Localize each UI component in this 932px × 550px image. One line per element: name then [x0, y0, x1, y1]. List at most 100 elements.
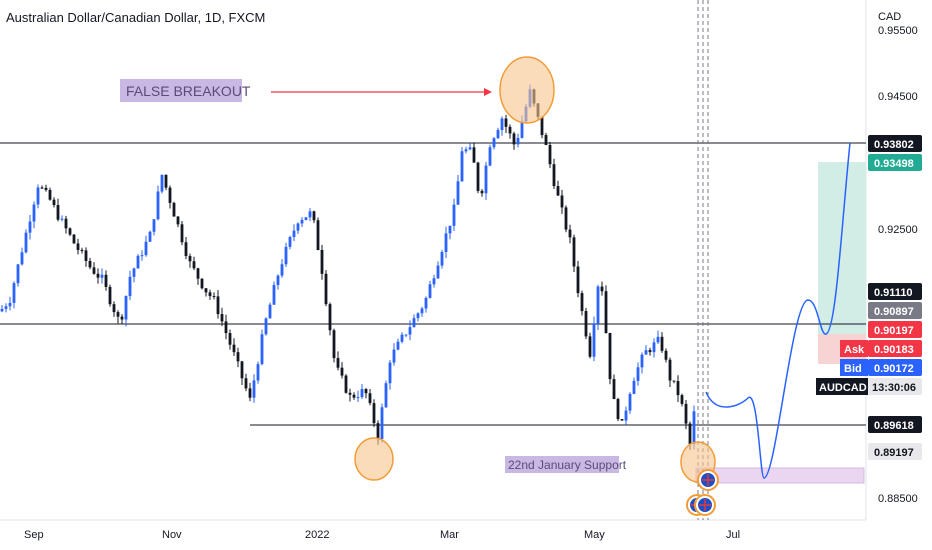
- candle-body-57[interactable]: [228, 333, 232, 345]
- candle-body-103[interactable]: [412, 318, 416, 328]
- candle-body-19[interactable]: [76, 243, 80, 250]
- candle-body-68[interactable]: [272, 285, 276, 305]
- candle-body-50[interactable]: [200, 278, 204, 289]
- candle-body-92[interactable]: [368, 393, 372, 404]
- candle-body-28[interactable]: [112, 304, 116, 313]
- candle-body-29[interactable]: [116, 312, 120, 317]
- candle-body-135[interactable]: [540, 116, 544, 136]
- candle-body-166[interactable]: [664, 350, 668, 360]
- candle-body-3[interactable]: [12, 283, 16, 303]
- candle-body-150[interactable]: [600, 286, 604, 292]
- candle-body-110[interactable]: [440, 251, 444, 266]
- candle-body-8[interactable]: [32, 204, 36, 222]
- candle-body-123[interactable]: [492, 138, 496, 148]
- price-tag-entry[interactable]: 0.91110: [868, 283, 922, 300]
- candle-body-101[interactable]: [404, 334, 408, 336]
- candle-body-153[interactable]: [612, 379, 616, 400]
- candle-body-49[interactable]: [196, 268, 200, 279]
- candle-body-66[interactable]: [264, 318, 268, 335]
- candle-body-121[interactable]: [484, 165, 488, 194]
- event-badge-1[interactable]: [697, 469, 719, 491]
- candle-body-75[interactable]: [300, 219, 304, 224]
- candle-body-25[interactable]: [100, 274, 104, 278]
- candle-body-22[interactable]: [88, 260, 92, 268]
- candle-body-79[interactable]: [316, 220, 320, 250]
- candle-body-73[interactable]: [292, 230, 296, 238]
- candle-body-169[interactable]: [676, 381, 680, 396]
- candle-body-7[interactable]: [28, 221, 32, 233]
- candle-body-115[interactable]: [460, 151, 464, 182]
- candle-body-45[interactable]: [180, 224, 184, 243]
- candle-body-88[interactable]: [352, 394, 356, 398]
- candle-body-122[interactable]: [488, 147, 492, 166]
- candle-body-162[interactable]: [648, 350, 652, 353]
- candle-body-147[interactable]: [588, 336, 592, 357]
- candle-body-55[interactable]: [220, 314, 224, 322]
- candle-body-91[interactable]: [364, 389, 368, 394]
- candle-body-85[interactable]: [340, 367, 344, 376]
- candle-body-170[interactable]: [680, 395, 684, 404]
- candle-body-100[interactable]: [400, 334, 404, 342]
- candle-body-87[interactable]: [348, 392, 352, 395]
- candle-body-40[interactable]: [160, 174, 164, 192]
- candle-body-97[interactable]: [388, 362, 392, 384]
- candle-body-42[interactable]: [168, 187, 172, 203]
- candle-body-78[interactable]: [312, 211, 316, 221]
- candle-body-144[interactable]: [576, 266, 580, 294]
- candle-body-117[interactable]: [468, 147, 472, 150]
- candle-body-120[interactable]: [480, 190, 484, 194]
- candle-body-9[interactable]: [36, 187, 40, 205]
- candle-body-161[interactable]: [644, 350, 648, 355]
- candle-body-124[interactable]: [496, 130, 500, 139]
- candle-body-157[interactable]: [628, 393, 632, 411]
- price-tag-stop[interactable]: 0.90197: [868, 321, 922, 338]
- candle-body-39[interactable]: [156, 191, 160, 220]
- clock-tag[interactable]: AUDCAD 13:30:06: [816, 378, 922, 395]
- candle-body-165[interactable]: [660, 336, 664, 351]
- candle-body-172[interactable]: [688, 423, 692, 445]
- candle-body-65[interactable]: [260, 334, 264, 365]
- price-tag-support[interactable]: 0.89618: [868, 416, 922, 433]
- candle-body-15[interactable]: [60, 218, 64, 220]
- candle-body-1[interactable]: [4, 306, 8, 309]
- candle-body-149[interactable]: [596, 286, 600, 324]
- candle-body-151[interactable]: [604, 291, 608, 334]
- candle-body-163[interactable]: [652, 342, 656, 353]
- candle-body-99[interactable]: [396, 341, 400, 350]
- candle-body-152[interactable]: [608, 333, 612, 380]
- candle-body-21[interactable]: [84, 250, 88, 261]
- candle-body-138[interactable]: [552, 164, 556, 187]
- candle-body-17[interactable]: [68, 228, 72, 235]
- candle-body-82[interactable]: [328, 304, 332, 331]
- candle-body-10[interactable]: [40, 187, 44, 189]
- candle-body-14[interactable]: [56, 205, 60, 220]
- candle-body-86[interactable]: [344, 375, 348, 393]
- candle-body-70[interactable]: [280, 264, 284, 276]
- candle-body-69[interactable]: [276, 275, 280, 286]
- price-tag-light[interactable]: 0.89197: [868, 443, 922, 460]
- ask-tag[interactable]: Ask 0.90183: [840, 340, 922, 357]
- candle-body-0[interactable]: [0, 308, 4, 312]
- candle-body-148[interactable]: [592, 323, 596, 357]
- candle-body-36[interactable]: [144, 241, 148, 256]
- candle-body-43[interactable]: [172, 202, 176, 217]
- candle-body-173[interactable]: [692, 411, 696, 445]
- candle-body-126[interactable]: [504, 118, 508, 127]
- candle-body-141[interactable]: [564, 207, 568, 230]
- candle-body-145[interactable]: [580, 293, 584, 312]
- candle-body-139[interactable]: [556, 186, 560, 196]
- candle-body-2[interactable]: [8, 302, 12, 307]
- candle-body-12[interactable]: [48, 189, 52, 200]
- candle-body-62[interactable]: [248, 388, 252, 398]
- candle-body-109[interactable]: [436, 265, 440, 279]
- candle-body-104[interactable]: [416, 313, 420, 319]
- candle-body-113[interactable]: [452, 204, 456, 226]
- candle-body-16[interactable]: [64, 218, 68, 229]
- candle-body-37[interactable]: [148, 231, 152, 242]
- candle-body-93[interactable]: [372, 403, 376, 424]
- candle-body-83[interactable]: [332, 330, 336, 359]
- candle-body-102[interactable]: [408, 327, 412, 335]
- candle-body-84[interactable]: [336, 358, 340, 368]
- candle-body-38[interactable]: [152, 219, 156, 232]
- candle-body-146[interactable]: [584, 311, 588, 337]
